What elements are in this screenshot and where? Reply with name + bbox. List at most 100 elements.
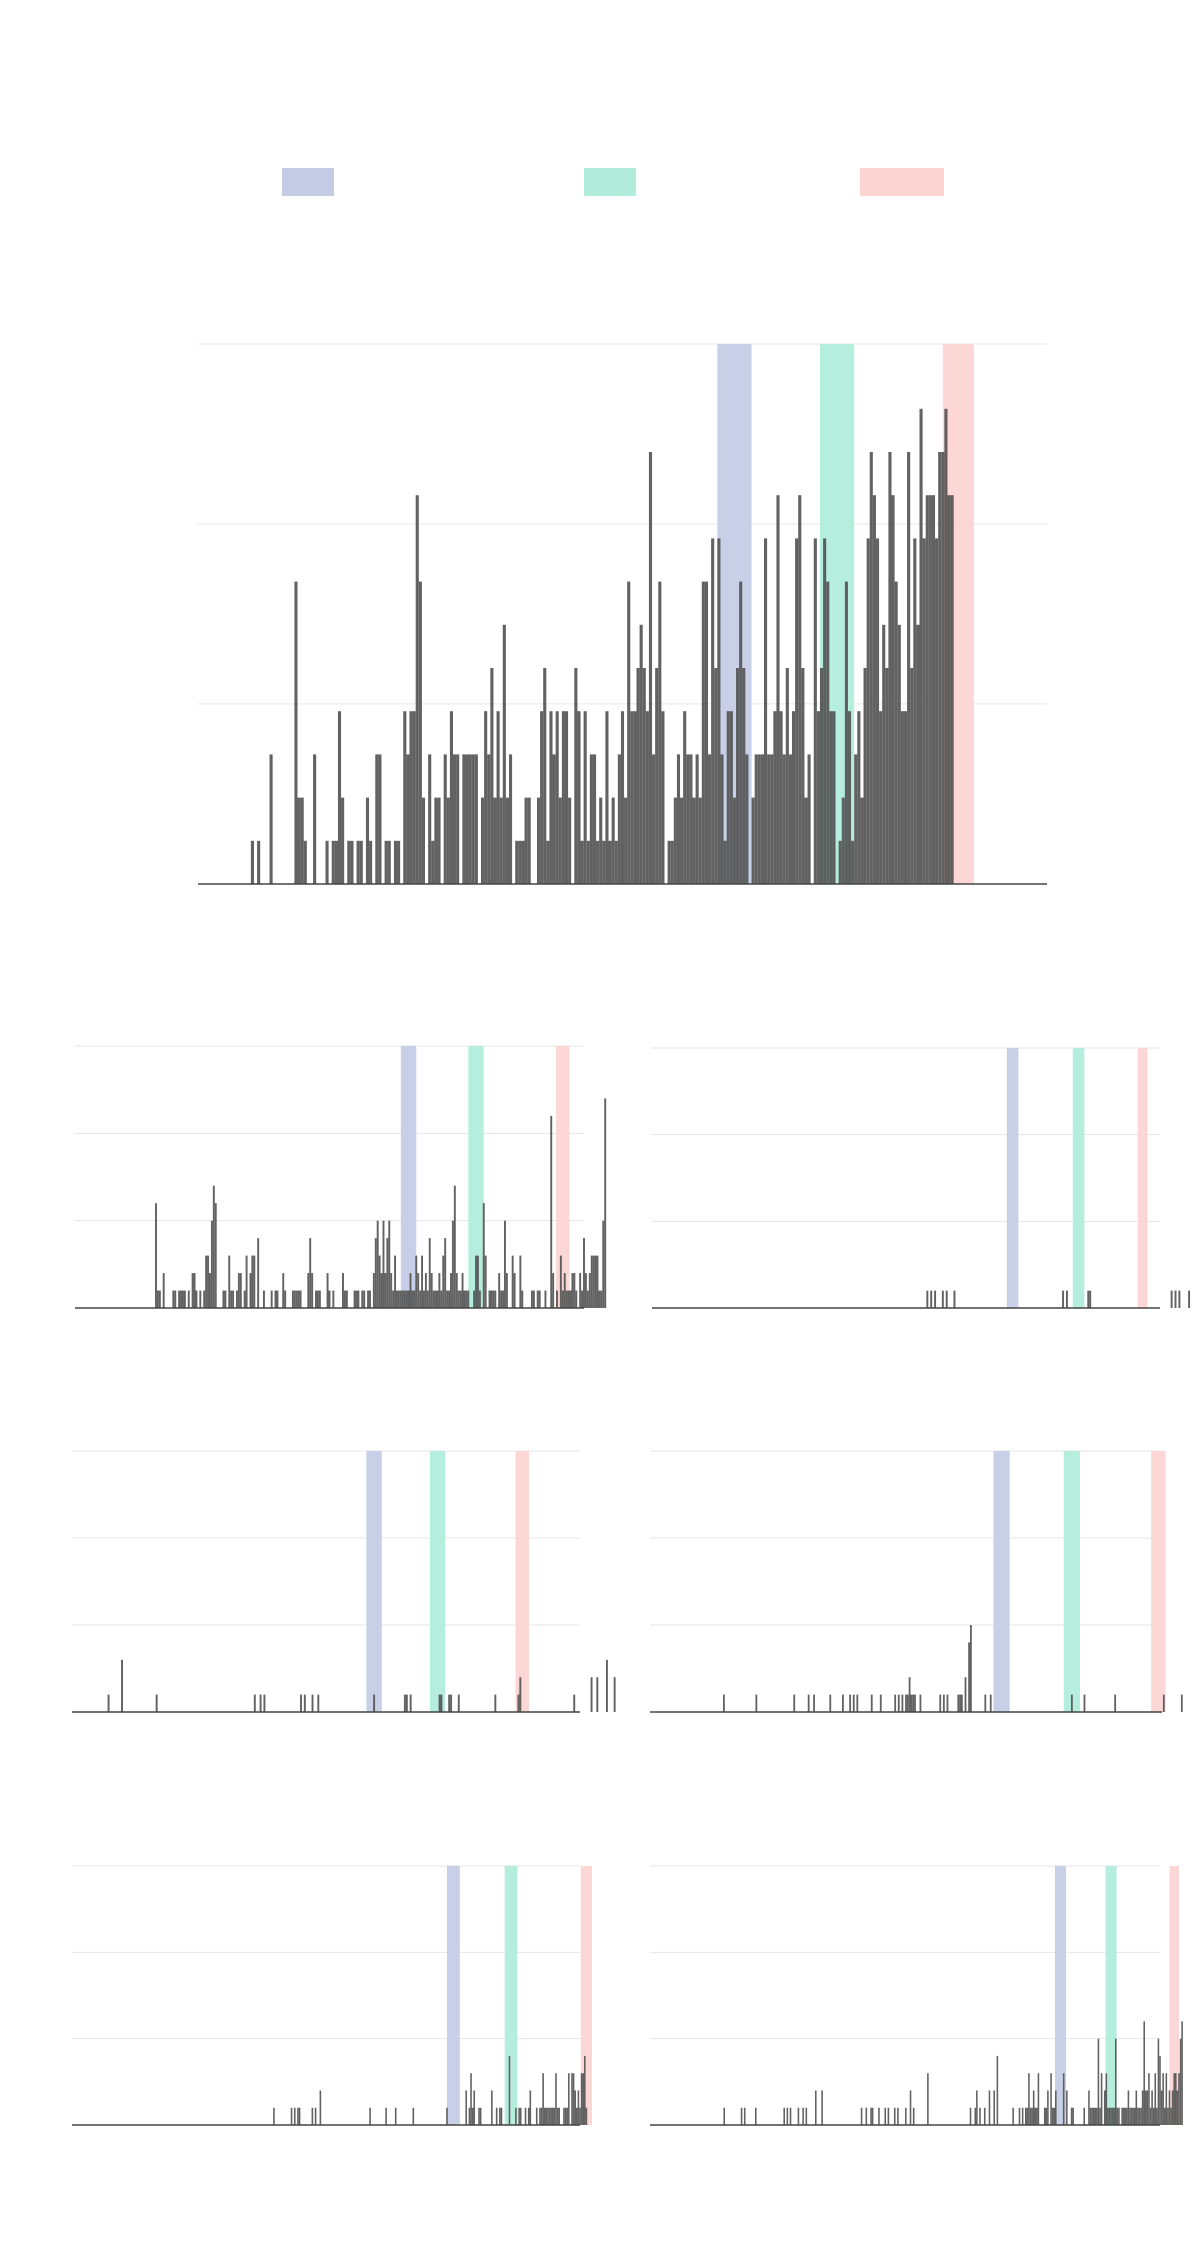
bar [450, 1694, 453, 1712]
bar [1012, 2107, 1014, 2125]
bar [926, 1290, 929, 1308]
bar [1173, 2073, 1175, 2125]
bar [1167, 2107, 1169, 2125]
bar [764, 538, 768, 884]
bar [829, 1694, 832, 1712]
bar [903, 711, 908, 884]
bar [592, 1255, 595, 1308]
bar [311, 1694, 314, 1712]
bar [564, 711, 569, 884]
bar [500, 2107, 503, 2125]
bar [274, 1290, 277, 1308]
bar [988, 2090, 991, 2125]
bar [1070, 1694, 1073, 1712]
bar [729, 711, 733, 884]
bar [412, 711, 416, 884]
bar [502, 1290, 504, 1308]
bar [1162, 1694, 1165, 1712]
bar [633, 711, 637, 884]
bar [299, 1290, 302, 1308]
bar [1045, 2107, 1048, 2125]
bar [311, 1273, 314, 1308]
bar [575, 1290, 578, 1308]
bar [318, 1290, 321, 1308]
bar [156, 1290, 159, 1308]
bar [589, 754, 593, 884]
bar [1108, 2107, 1111, 2125]
bar [300, 1694, 302, 1712]
bar [297, 1290, 300, 1308]
bar [908, 1677, 911, 1712]
highlight-band-1 [366, 1451, 382, 1712]
bar [592, 754, 597, 884]
bar [224, 1290, 227, 1308]
bar [1135, 2090, 1138, 2125]
bar [378, 1255, 381, 1308]
bar [856, 1694, 859, 1712]
bar [253, 1255, 256, 1308]
bar [945, 1290, 948, 1308]
bar [369, 2107, 371, 2125]
bar [776, 495, 780, 884]
bar [944, 408, 948, 884]
bar [586, 1290, 589, 1308]
bar [630, 711, 634, 884]
bar [1087, 1290, 1090, 1308]
bar [575, 2107, 578, 2125]
bar [428, 1238, 431, 1308]
bar [797, 2107, 800, 2125]
bar [579, 2107, 581, 2125]
bar [788, 754, 792, 884]
highlight-band-2 [1072, 1048, 1085, 1308]
bar-chart-row1-left [75, 1045, 607, 1309]
bar [580, 2073, 583, 2125]
bar [380, 1273, 383, 1308]
bar [556, 1290, 558, 1308]
legend-swatch-1 [282, 168, 334, 196]
bar [1140, 2107, 1142, 2125]
bar [487, 754, 491, 884]
bar [438, 1273, 441, 1308]
bar [462, 754, 466, 884]
bar [1174, 1290, 1177, 1308]
bar [860, 2107, 863, 2125]
bar [1088, 2090, 1090, 2125]
highlight-band-1 [993, 1451, 1010, 1712]
bar [417, 1273, 420, 1308]
bar [262, 1290, 265, 1308]
bar [453, 754, 457, 884]
bar [303, 1694, 306, 1712]
bar [1029, 2107, 1032, 2125]
bar [214, 1203, 217, 1308]
bar [736, 668, 740, 884]
bar [374, 1238, 377, 1308]
bar [959, 1694, 961, 1712]
bar [1066, 2090, 1068, 2125]
bar [922, 538, 926, 884]
bar [863, 668, 867, 884]
bar [661, 711, 665, 884]
bar [369, 840, 373, 884]
bar [530, 1290, 533, 1308]
bar [203, 1290, 206, 1308]
bar [821, 2090, 823, 2125]
bar [819, 668, 824, 884]
bar [1083, 1694, 1086, 1712]
bar [491, 2090, 493, 2125]
bar [1111, 2107, 1114, 2125]
bar [857, 711, 861, 884]
bar [582, 2073, 585, 2125]
bar [1018, 2107, 1021, 2125]
bar [1031, 2107, 1033, 2125]
bar [325, 840, 329, 884]
bar [355, 1290, 358, 1308]
bar [465, 1290, 468, 1308]
bar [222, 1290, 225, 1308]
bar [488, 1290, 491, 1308]
bar [282, 1273, 285, 1308]
bar [535, 2107, 538, 2125]
bar [375, 754, 379, 884]
bar [760, 754, 764, 884]
bar [1065, 1290, 1068, 1308]
